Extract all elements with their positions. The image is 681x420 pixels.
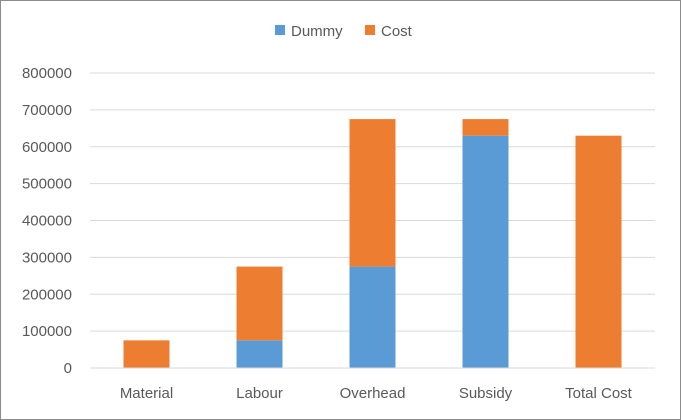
y-tick-label: 500000 [22, 176, 72, 193]
y-tick-label: 800000 [22, 65, 72, 82]
bar-cost-total-cost [575, 135, 622, 368]
x-tick-label: Material [120, 385, 173, 402]
y-tick-label: 400000 [22, 213, 72, 230]
bar-dummy-labour [236, 340, 283, 368]
x-axis-category-labels: Material Labour Overhead Subsidy Total Cost [120, 385, 633, 402]
bar-dummy-subsidy [462, 135, 509, 368]
y-axis-tick-labels: 0 100000 200000 300000 400000 500000 600000 700… [22, 65, 72, 377]
legend: Dummy Cost [275, 23, 413, 40]
x-tick-label: Labour [236, 385, 283, 402]
bars [123, 119, 622, 368]
legend-swatch-cost [365, 25, 375, 35]
x-tick-label: Total Cost [565, 385, 633, 402]
x-tick-label: Subsidy [459, 385, 513, 402]
y-tick-label: 700000 [22, 102, 72, 119]
y-tick-label: 600000 [22, 139, 72, 156]
legend-label-cost: Cost [381, 23, 413, 40]
bar-cost-labour [236, 266, 283, 341]
bar-cost-overhead [349, 119, 396, 267]
bar-cost-material [123, 340, 170, 368]
y-tick-label: 200000 [22, 286, 72, 303]
bar-cost-subsidy [462, 119, 509, 136]
bar-dummy-overhead [349, 266, 396, 368]
x-tick-label: Overhead [340, 385, 406, 402]
legend-label-dummy: Dummy [291, 23, 343, 40]
y-tick-label: 300000 [22, 249, 72, 266]
y-tick-label: 0 [64, 360, 72, 377]
y-tick-label: 100000 [22, 323, 72, 340]
legend-swatch-dummy [275, 25, 285, 35]
